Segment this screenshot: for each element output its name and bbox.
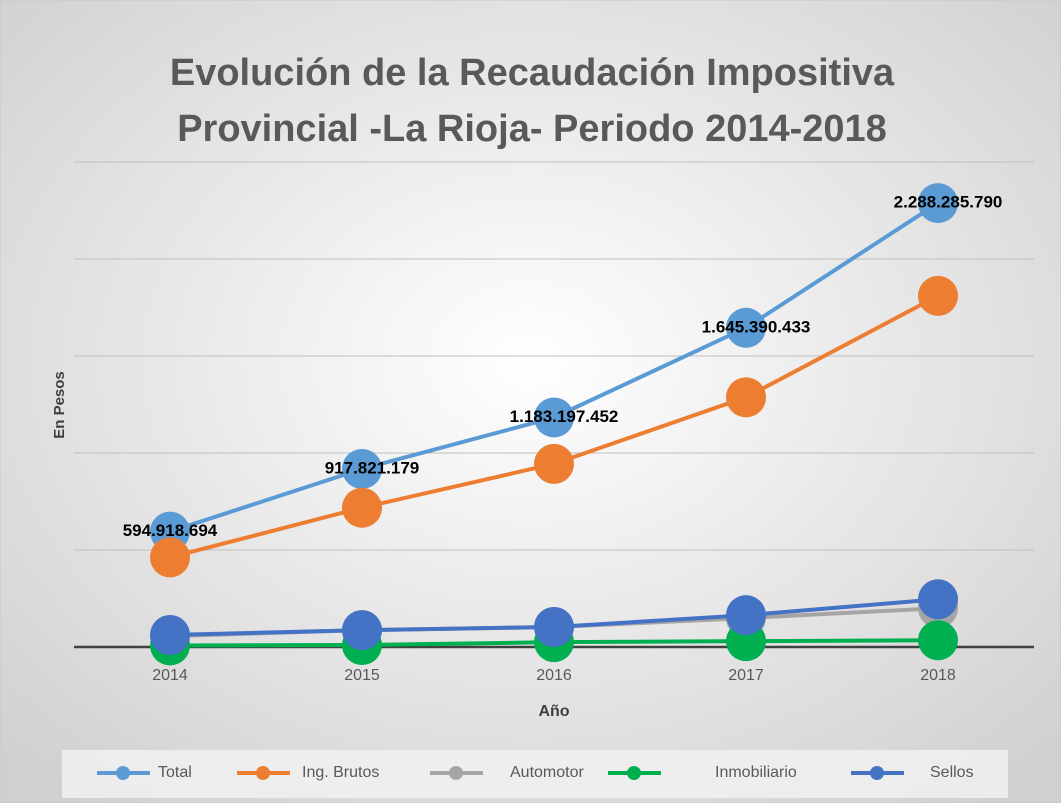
marker [342,487,382,528]
x-tick-label: 2014 [152,667,188,684]
marker [342,448,382,489]
legend-label: Sellos [930,764,974,781]
x-axis-label: Año [538,703,569,720]
marker [534,443,574,484]
data-label: 1.183.197.452 [510,407,619,426]
marker [726,595,766,636]
data-label: 2.288.285.790 [894,193,1003,212]
data-label: 594.918.694 [123,521,218,540]
marker [726,307,766,348]
chart-title: Evolución de la Recaudación Impositiva [170,52,895,94]
marker [726,377,766,418]
marker [150,614,190,655]
marker [918,183,958,224]
legend [62,750,1008,798]
legend-marker [116,766,130,780]
legend-marker [449,766,463,780]
legend-label: Ing. Brutos [302,764,379,781]
x-tick-label: 2018 [920,667,956,684]
marker [918,579,958,620]
marker [342,610,382,651]
data-label: 1.645.390.433 [702,317,811,336]
legend-label: Inmobiliario [715,764,797,781]
legend-marker [870,766,884,780]
x-tick-label: 2017 [728,667,764,684]
legend-label: Automotor [510,764,584,781]
y-axis-label: En Pesos [51,371,68,439]
data-label: 917.821.179 [325,458,420,477]
legend-label: Total [158,764,192,781]
marker [918,275,958,316]
marker [150,537,190,578]
x-tick-label: 2015 [344,667,380,684]
marker [918,620,958,661]
chart-title: Provincial -La Rioja- Periodo 2014-2018 [177,108,887,150]
marker [534,397,574,438]
x-tick-label: 2016 [536,667,572,684]
marker [534,607,574,648]
legend-marker [627,766,641,780]
legend-marker [256,766,270,780]
